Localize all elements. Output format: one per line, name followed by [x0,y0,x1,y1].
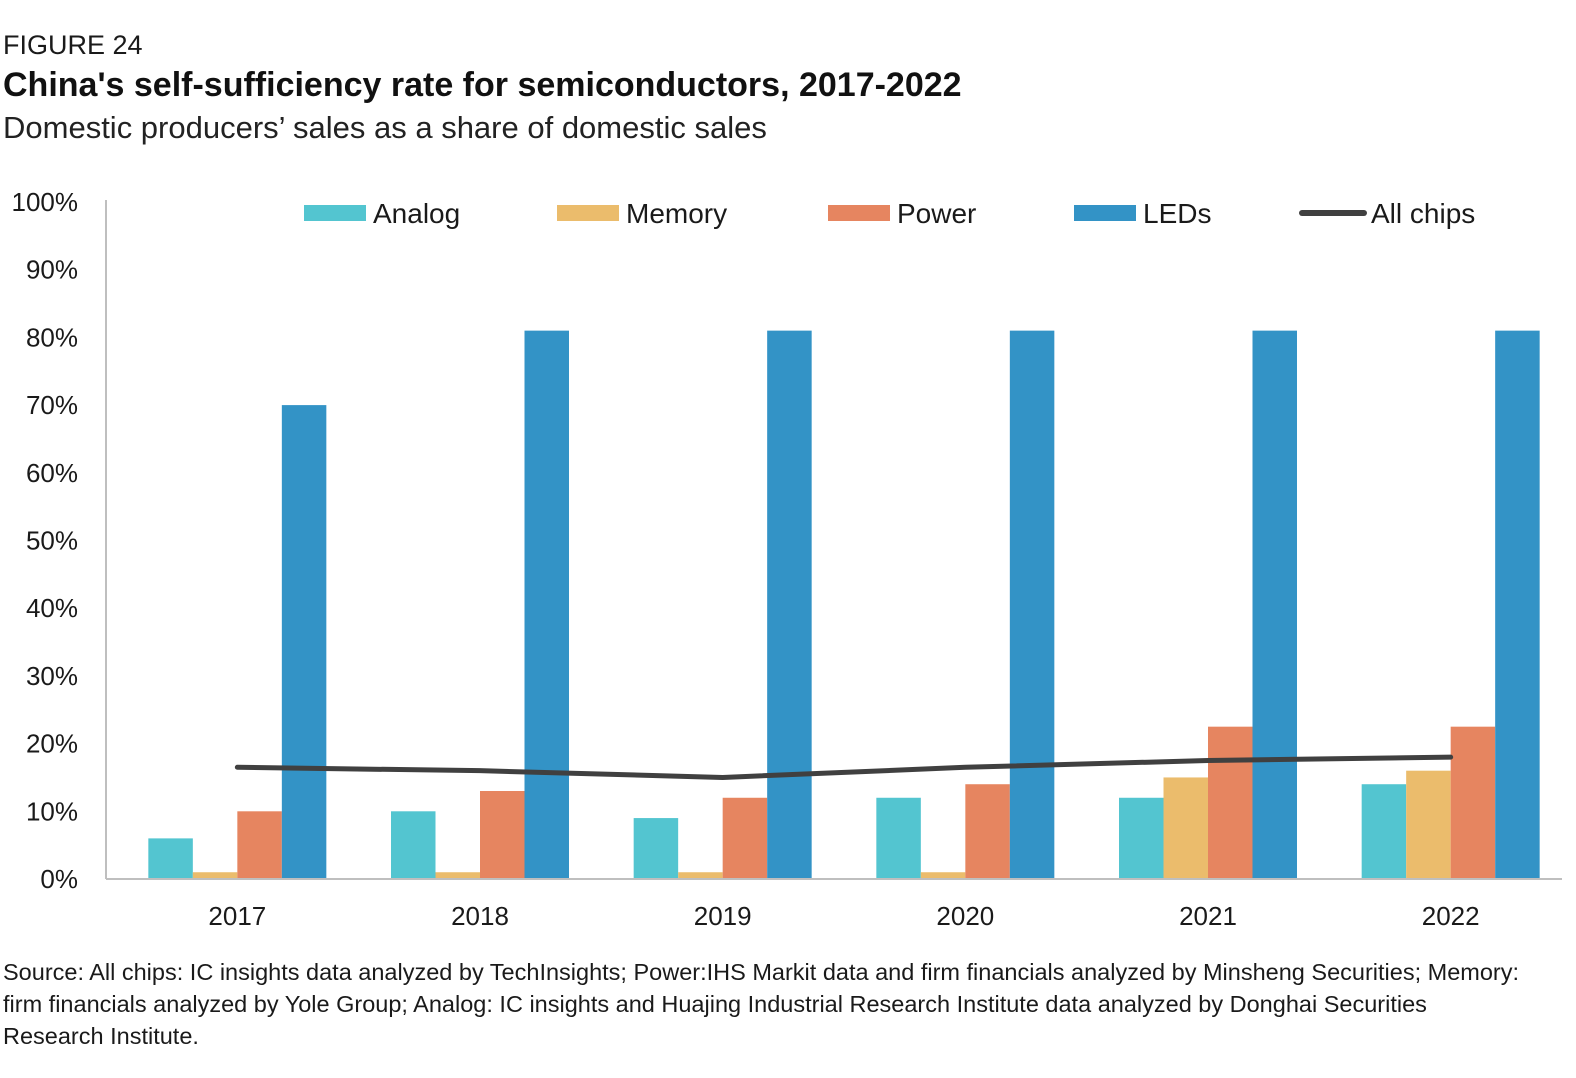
bar-power [480,790,525,879]
x-tick-label: 2018 [451,901,509,931]
bar-memory [435,872,480,879]
y-tick-label: 60% [26,458,78,488]
bar-memory [1406,770,1451,879]
x-tick-label: 2021 [1179,901,1237,931]
y-tick-label: 10% [26,796,78,826]
bar-analog [148,838,193,879]
y-tick-label: 40% [26,593,78,623]
bar-analog [1119,797,1164,879]
source-note: Source: All chips: IC insights data anal… [3,959,1520,1049]
y-tick-label: 90% [26,255,78,285]
all-chips-line [234,754,1454,780]
bar-memory [920,872,966,879]
y-tick-label: 100% [12,187,79,217]
bars [148,330,1540,879]
y-tick-label: 30% [26,661,78,691]
bar-analog [391,811,436,879]
figure-label: FIGURE 24 [3,30,143,60]
y-axis: 0% 10% 20% 30% 40% 50% 60% 70% 80% 90% 100% [12,187,107,894]
bar-leds [1009,330,1055,879]
legend-swatch-memory [557,205,619,221]
x-axis: 2017 2018 2019 2020 2021 2022 [106,878,1562,931]
bar-memory [192,872,238,879]
y-tick-label: 50% [26,526,78,556]
legend-label-all-chips: All chips [1371,198,1475,229]
bar-leds [1252,330,1297,879]
bar-power [1450,726,1496,879]
line-all-chips [234,754,1454,780]
x-tick-label: 2017 [208,901,266,931]
x-tick-label: 2020 [936,901,994,931]
bar-leds [1495,330,1540,879]
bar-power [722,797,768,879]
chart-subtitle: Domestic producers’ sales as a share of … [3,110,767,145]
bar-power [237,811,282,879]
legend-label-leds: LEDs [1143,198,1211,229]
y-tick-label: 70% [26,390,78,420]
legend-swatch-power [828,205,890,221]
chart-title: China's self-sufficiency rate for semico… [3,66,962,104]
y-tick-label: 20% [26,729,78,759]
legend: Analog Memory Power LEDs All chips [304,198,1475,229]
x-tick-label: 2022 [1422,901,1480,931]
x-tick-label: 2019 [694,901,752,931]
bar-memory [678,872,723,879]
bar-leds [524,330,569,879]
chart: 0%10%20%30%40%50%60%70%80%90%100% 2017 20… [12,187,1562,931]
bar-power [1208,726,1253,879]
bar-leds [281,405,327,879]
y-tick-label: 0% [40,864,78,894]
legend-label-analog: Analog [373,198,460,229]
bar-memory [1163,777,1208,879]
legend-swatch-leds [1074,205,1136,221]
legend-swatch-analog [304,205,366,221]
bar-power [965,784,1010,879]
y-tick-label: 80% [26,322,78,352]
bar-analog [1361,784,1407,879]
bar-analog [633,818,679,879]
bar-leds [767,330,812,879]
legend-label-memory: Memory [626,198,727,229]
legend-label-power: Power [897,198,976,229]
bar-analog [876,797,921,879]
